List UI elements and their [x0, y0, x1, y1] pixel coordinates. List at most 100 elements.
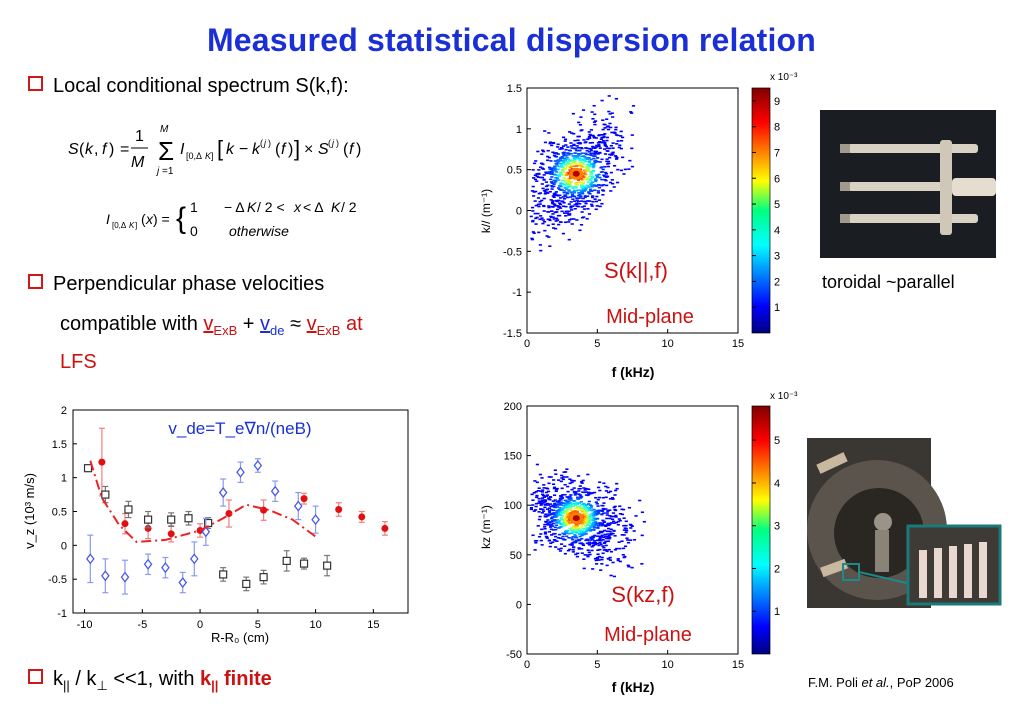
spectrum-cell	[596, 526, 600, 529]
spectrum-cell	[591, 536, 595, 539]
spectrum-cell	[531, 185, 535, 188]
spectrum-cell	[581, 479, 585, 482]
spectrum-cell	[614, 521, 618, 524]
spectrum-cell	[551, 541, 555, 543]
spectrum-cell	[581, 192, 585, 195]
spectrum-cell	[539, 162, 544, 165]
spectrum-cell	[582, 163, 586, 166]
spectrum-cell	[588, 137, 592, 139]
spectrum-cell	[576, 475, 581, 477]
spectrum-cell	[570, 193, 574, 196]
spectrum-cell	[625, 537, 629, 540]
spectrum-cell	[591, 524, 595, 526]
spectrum-cell	[566, 549, 571, 552]
spectrum-cell	[605, 550, 609, 553]
y-tick-label: 50	[510, 550, 522, 562]
spectrum-cell	[581, 515, 586, 518]
spectrum-cell	[557, 160, 561, 163]
spectrum-cell	[599, 543, 603, 546]
spectrum-cell	[557, 519, 562, 522]
spectrum-cell	[545, 494, 550, 496]
spectrum-cell	[629, 524, 633, 526]
spectrum-cell	[592, 514, 596, 516]
spectrum-cell	[562, 476, 566, 478]
bullet-wavenumber-ratio: k|| / k⊥ <<1, with k|| finite	[28, 665, 272, 700]
data-point-star	[144, 524, 152, 532]
spectrum-cell	[559, 523, 563, 526]
spectrum-cell	[603, 143, 607, 146]
spectrum-cell	[561, 478, 566, 481]
spectrum-cell	[617, 541, 621, 543]
spectrum-cell	[554, 152, 558, 154]
spectrum-cell	[537, 231, 541, 234]
spectrum-cell	[557, 508, 561, 511]
spectrum-cell	[591, 542, 596, 544]
spectrum-cell	[628, 539, 633, 541]
spectrum-cell	[550, 188, 554, 190]
colorbar-scale: x 10⁻³	[770, 72, 798, 83]
spectrum-cell	[577, 194, 581, 197]
spectrum-cell	[546, 524, 551, 526]
spectrum-cell	[538, 192, 543, 194]
spectrum-cell	[584, 525, 588, 527]
spectrum-cell	[609, 171, 613, 174]
spectrum-cell	[589, 184, 593, 186]
spectrum-cell	[559, 504, 563, 506]
spectrum-cell	[560, 474, 564, 477]
spectrum-cell	[561, 179, 565, 182]
spectrum-cell	[542, 174, 546, 176]
spectrum-cell	[573, 540, 577, 543]
spectrum-cell	[583, 189, 588, 191]
spectrum-cell	[608, 515, 612, 517]
spectrum-cell	[565, 191, 569, 194]
spectrum-cell	[563, 221, 568, 224]
spectrum-cell	[572, 191, 576, 194]
spectrum-cell	[552, 196, 556, 198]
spectrum-cell	[612, 520, 616, 523]
spectrum-cell	[559, 495, 563, 498]
spectrum-cell	[578, 533, 582, 535]
spectrum-cell	[575, 202, 579, 205]
spectrum-cell	[573, 507, 578, 510]
spectrum-cell	[559, 189, 563, 191]
spectrum-cell	[569, 499, 573, 501]
spectrum-cell	[567, 522, 572, 524]
svg-text:k: k	[252, 141, 261, 158]
spectrum-cell	[543, 531, 548, 534]
spectrum-cell	[588, 504, 593, 506]
spectrum-cell	[540, 217, 544, 219]
spectrum-cell	[534, 160, 538, 162]
spectrum-cell	[543, 500, 547, 503]
svg-text:=1: =1	[162, 166, 174, 177]
spectrum-cell	[593, 152, 597, 155]
spectrum-cell	[587, 551, 591, 554]
spectrum-cell	[548, 141, 553, 144]
spectrum-cell	[561, 522, 565, 525]
spectrum-cell	[574, 535, 578, 537]
spectrum-cell	[550, 205, 554, 208]
spectrum-cell	[558, 503, 562, 505]
spectrum-cell	[583, 528, 587, 530]
spectrum-cell	[531, 210, 535, 212]
spectrum-cell	[546, 490, 551, 493]
spectrum-cell	[558, 221, 563, 223]
spectrum-cell	[582, 567, 586, 570]
spectrum-cell	[594, 496, 598, 499]
svg-text:): )	[336, 138, 339, 148]
spectrum-cell	[583, 516, 588, 519]
spectrum-cell	[584, 494, 589, 496]
spectrum-cell	[560, 487, 564, 490]
spectrum-cell	[560, 174, 564, 176]
spectrum-cell	[562, 154, 566, 157]
spectrum-cell	[608, 181, 613, 184]
spectrum-cell	[565, 510, 570, 512]
spectrum-cell	[626, 541, 631, 544]
spectrum-cell	[584, 156, 588, 159]
bullet-text: Local conditional spectrum S(k,f):	[53, 75, 349, 97]
spectrum-cell	[578, 189, 583, 191]
spectrum-cell	[581, 507, 585, 510]
spectrum-cell	[617, 518, 621, 520]
x-tick-label: 15	[732, 659, 744, 671]
svg-text:j: j	[263, 138, 267, 148]
spectrum-cell	[592, 520, 596, 522]
